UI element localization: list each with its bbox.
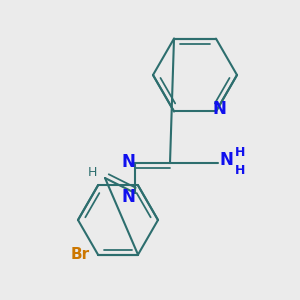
Text: Br: Br — [70, 247, 90, 262]
Text: N: N — [121, 153, 135, 171]
Text: H: H — [87, 167, 97, 179]
Text: H: H — [235, 164, 245, 178]
Text: N: N — [121, 188, 135, 206]
Text: N: N — [212, 100, 226, 118]
Text: N: N — [219, 151, 233, 169]
Text: H: H — [235, 146, 245, 160]
